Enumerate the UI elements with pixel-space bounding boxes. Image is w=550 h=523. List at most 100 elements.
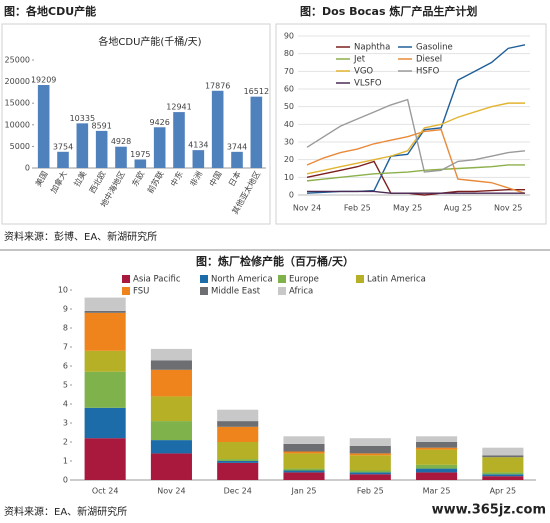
legend-swatch	[278, 275, 286, 283]
x-tick-label: Feb 25	[357, 487, 384, 496]
data-label: 3754	[53, 142, 73, 151]
bar	[153, 127, 166, 168]
x-tick-label: Aug 25	[444, 204, 472, 213]
legend-label: Asia Pacific	[133, 275, 181, 285]
y-tick-label: 6	[63, 362, 68, 371]
bar-segment	[217, 462, 259, 480]
y-tick-label: 5	[63, 381, 68, 390]
y-tick-label: 0	[289, 191, 294, 200]
bar	[192, 150, 205, 168]
chart-title: 各地CDU产能(千桶/天)	[98, 35, 201, 48]
bar-segment	[416, 464, 458, 469]
bar	[134, 159, 147, 168]
bar-segment	[349, 472, 391, 475]
bar-segment	[416, 468, 458, 473]
legend-swatch	[200, 287, 208, 295]
data-label: 12941	[166, 103, 191, 112]
x-tick-label: Nov 25	[494, 204, 522, 213]
y-tick-label: 10	[284, 173, 294, 182]
bar-segment	[84, 312, 126, 351]
watermark: www.365jz.com	[432, 503, 546, 518]
bar	[250, 96, 263, 168]
bar-segment	[84, 350, 126, 372]
bar	[95, 130, 108, 168]
data-label: 4928	[111, 137, 131, 146]
bar	[231, 151, 243, 168]
x-tick-label: Feb 25	[344, 204, 371, 213]
bar-segment	[150, 348, 192, 361]
bar	[173, 112, 185, 168]
bar-segment	[349, 455, 391, 471]
y-tick-label: 90	[284, 32, 294, 41]
y-tick-label: 10000	[5, 120, 30, 129]
legend-label: HSFO	[416, 67, 440, 77]
series-line	[306, 164, 525, 182]
data-label: 10335	[70, 114, 95, 123]
bar-segment	[84, 371, 126, 408]
bar-segment	[283, 453, 325, 469]
x-tick-label: Nov 24	[293, 204, 321, 213]
bar	[115, 146, 127, 168]
bar-segment	[349, 438, 391, 446]
legend-label: Africa	[289, 287, 313, 297]
data-label: 1975	[130, 150, 150, 159]
bar-segment	[416, 447, 458, 450]
series-line	[306, 160, 525, 196]
legend-label: Latin America	[367, 275, 426, 285]
y-tick-label: 10	[58, 286, 68, 295]
legend-swatch	[200, 275, 208, 283]
bar-segment	[482, 455, 524, 458]
bar-segment	[150, 360, 192, 370]
legend-label: Gasoline	[416, 43, 453, 53]
source-note: 资料来源：彭博、EA、新湖研究所	[4, 230, 157, 243]
bar-segment	[283, 468, 325, 471]
legend-label: Europe	[289, 275, 319, 285]
legend-label: VLSFO	[354, 79, 382, 89]
y-tick-label: 1	[63, 457, 68, 466]
y-tick-label: 15000	[5, 99, 30, 108]
y-tick-label: 20	[284, 155, 294, 164]
bar-segment	[217, 421, 259, 427]
y-tick-label: 0	[25, 164, 30, 173]
y-tick-label: 5000	[10, 142, 30, 151]
legend-label: Naphtha	[354, 43, 390, 53]
x-tick-label: Oct 24	[92, 487, 119, 496]
bar	[211, 90, 224, 168]
data-label: 8591	[91, 121, 111, 130]
bar-segment	[283, 451, 325, 454]
data-label: 9426	[149, 118, 169, 127]
bar-segment	[482, 457, 524, 473]
bar-segment	[150, 453, 192, 480]
bar-segment	[482, 476, 524, 480]
data-label: 17876	[205, 81, 230, 90]
bar	[76, 123, 89, 168]
bar-segment	[482, 474, 524, 477]
x-tick-label: May 25	[393, 204, 422, 213]
x-tick-label: Mar 25	[423, 487, 451, 496]
bar-segment	[416, 472, 458, 480]
legend-label: Middle East	[211, 287, 261, 297]
bar-segment	[482, 472, 524, 475]
bar-segment	[283, 472, 325, 480]
bar	[37, 85, 50, 168]
bar-segment	[150, 421, 192, 441]
bar	[57, 151, 69, 168]
x-tick-label: Nov 24	[157, 487, 185, 496]
caption: 图：炼厂检修产能（百万桶/天）	[196, 254, 354, 268]
bar-segment	[283, 443, 325, 452]
legend-label: North America	[211, 275, 273, 285]
y-tick-label: 50	[284, 102, 294, 111]
legend-swatch	[122, 275, 130, 283]
legend-swatch	[278, 287, 286, 295]
bar-segment	[84, 297, 126, 311]
series-line	[306, 98, 526, 173]
data-label: 16512	[244, 87, 269, 96]
y-tick-label: 0	[63, 476, 68, 485]
bar-segment	[217, 442, 259, 460]
bar-segment	[217, 459, 259, 461]
data-label: 19209	[31, 76, 56, 85]
y-tick-label: 3	[63, 419, 68, 428]
bar-segment	[217, 409, 259, 422]
series-line	[306, 102, 525, 175]
